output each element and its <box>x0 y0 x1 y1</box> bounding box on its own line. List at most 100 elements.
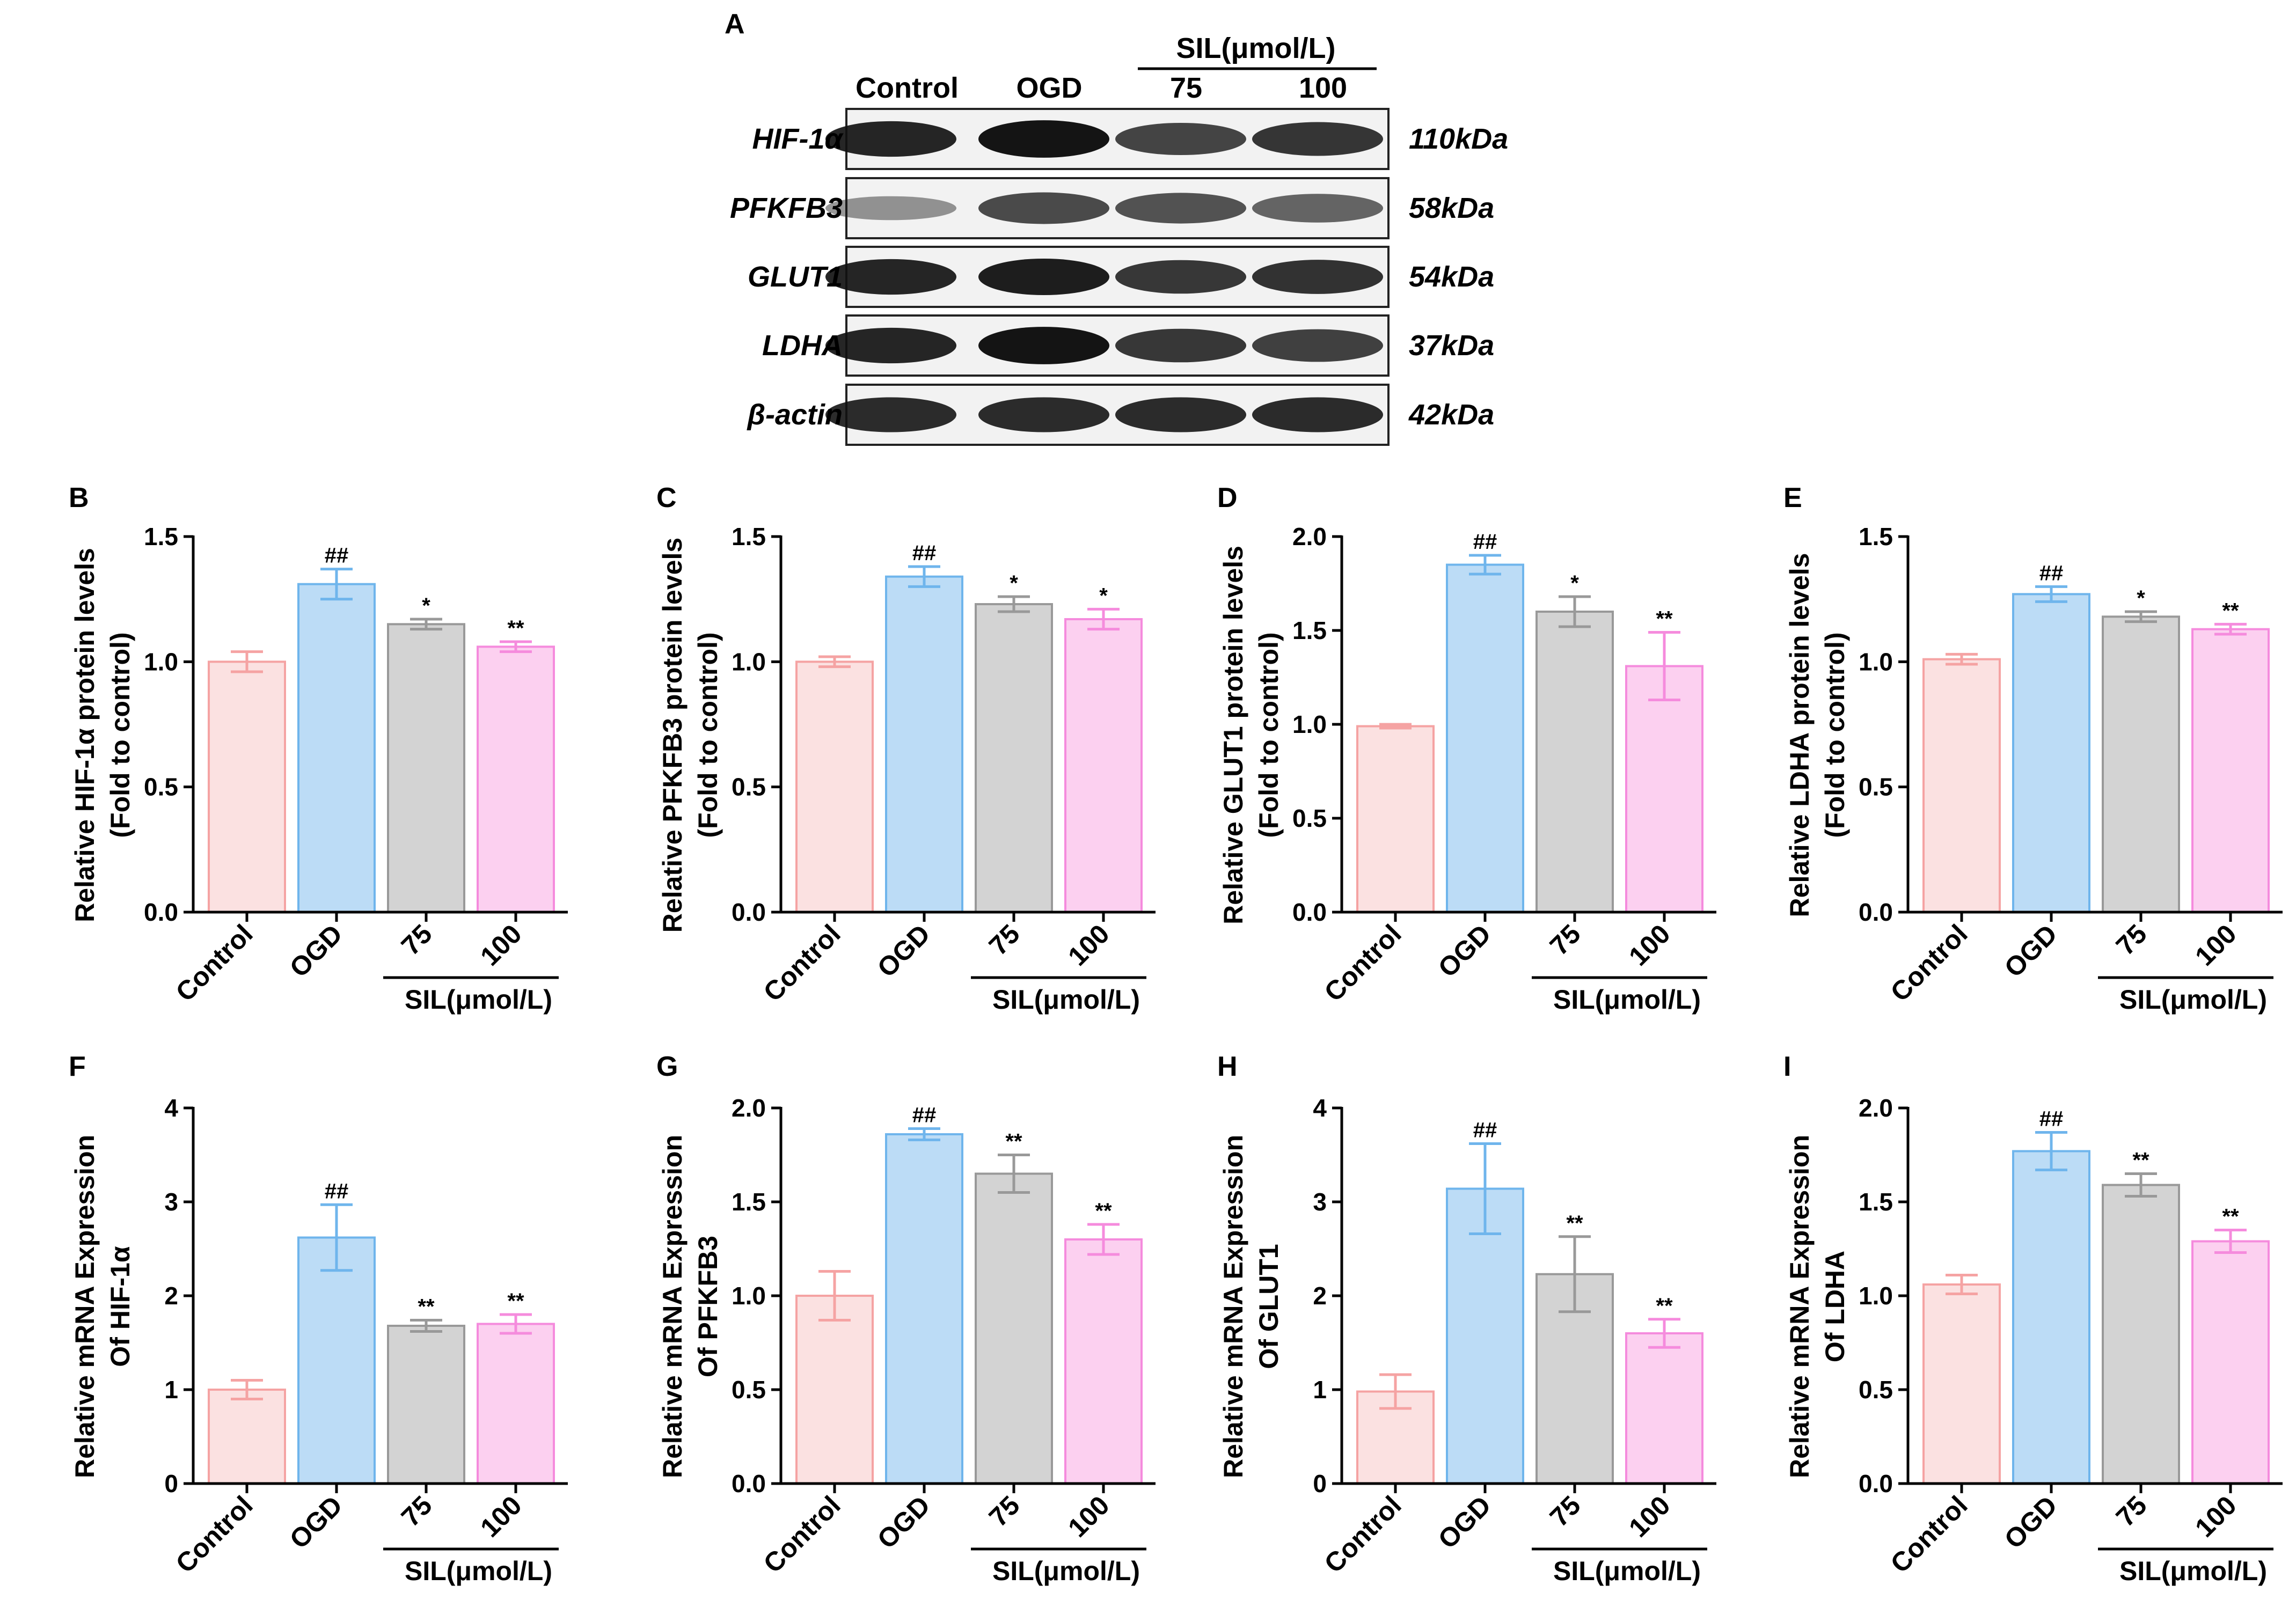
x-tick-label: OGD <box>284 919 348 983</box>
y-tick-label: 2.0 <box>1292 523 1327 550</box>
panel-letter: I <box>1783 1051 1791 1082</box>
y-axis-label: (Fold to control) <box>693 632 723 838</box>
significance-mark: ** <box>1566 1212 1583 1235</box>
blot-row: HIF-1α 110kDa <box>752 108 1508 170</box>
significance-mark: ** <box>2222 599 2239 622</box>
bar <box>1446 1187 1524 1485</box>
x-tick-label: OGD <box>872 1490 936 1554</box>
y-tick-label: 0.5 <box>1292 804 1327 832</box>
y-tick-label: 0.0 <box>1859 898 1893 926</box>
group-label: SIL(μmol/L) <box>405 985 552 1015</box>
significance-mark: * <box>2137 586 2145 610</box>
x-tick-label: Control <box>170 919 259 1007</box>
y-tick-label: 2.0 <box>1859 1094 1893 1122</box>
lane-group-header: SIL(μmol/L) <box>1176 32 1336 64</box>
x-tick-label: 100 <box>2189 1490 2242 1543</box>
significance-mark: ** <box>2222 1205 2239 1229</box>
bar <box>297 1236 376 1485</box>
chart-E: E 0.0 0.5 1.0 1.5 Relative LDHA protein level… <box>1783 482 2283 1015</box>
significance-mark: ## <box>2039 561 2064 585</box>
panel-letter: F <box>69 1051 86 1082</box>
protein-band <box>825 397 956 432</box>
protein-band <box>1115 328 1246 363</box>
protein-name: HIF-1α <box>752 123 844 155</box>
significance-mark: ** <box>507 1289 524 1313</box>
significance-mark: ** <box>1656 607 1673 631</box>
bar <box>477 1323 555 1485</box>
bar <box>885 575 963 913</box>
protein-band <box>825 259 956 295</box>
x-tick-label: 100 <box>1062 1490 1115 1543</box>
blot-row: PFKFB3 58kDa <box>730 177 1494 239</box>
bar <box>387 1325 465 1485</box>
panel-letter: H <box>1217 1051 1238 1082</box>
y-tick-label: 4 <box>164 1094 178 1122</box>
panel-letter: E <box>1783 482 1802 513</box>
y-tick-label: 4 <box>1313 1094 1327 1122</box>
y-axis-label: Relative mRNA Expression <box>657 1135 688 1478</box>
significance-mark: ## <box>1473 1119 1497 1142</box>
protein-band <box>825 121 956 157</box>
y-tick-label: 0 <box>1313 1470 1327 1497</box>
protein-band <box>1252 397 1383 432</box>
y-tick-label: 0.5 <box>1859 1376 1893 1404</box>
protein-name: LDHA <box>762 329 843 362</box>
x-tick-label: 100 <box>474 1490 528 1543</box>
y-tick-label: 1.0 <box>144 648 178 676</box>
y-tick-label: 1.0 <box>1292 710 1327 738</box>
group-label: SIL(μmol/L) <box>2119 985 2267 1015</box>
significance-mark: ## <box>912 541 937 565</box>
y-axis-label: Relative mRNA Expression <box>1785 1135 1815 1478</box>
group-label: SIL(μmol/L) <box>992 985 1140 1015</box>
y-tick-label: 1.5 <box>1859 1188 1893 1216</box>
y-axis-label: Relative LDHA protein levels <box>1785 553 1815 917</box>
bar <box>208 660 286 914</box>
bar <box>2191 1240 2270 1485</box>
chart-F: F 0 1 2 3 4 Relative mRNA Expression Of HIF-1α #… <box>69 1051 568 1586</box>
chart-I: I 0.0 0.5 1.0 1.5 2.0 Relative mRNA Expression… <box>1783 1051 2283 1586</box>
group-label: SIL(μmol/L) <box>1553 985 1701 1015</box>
blot-row: β-actin 42kDa <box>746 384 1494 446</box>
protein-band <box>1252 260 1383 294</box>
protein-size: 110kDa <box>1409 123 1508 155</box>
lane-label: 100 <box>1299 72 1347 104</box>
bar <box>795 660 874 914</box>
y-axis-label: Of PFKFB3 <box>693 1236 723 1377</box>
x-tick-label: 100 <box>1623 1490 1676 1543</box>
protein-band <box>1115 260 1246 294</box>
group-label: SIL(μmol/L) <box>992 1556 1140 1586</box>
x-tick-label: Control <box>758 1490 846 1579</box>
x-tick-label: 75 <box>1544 1490 1586 1532</box>
significance-mark: * <box>1570 571 1579 595</box>
protein-size: 42kDa <box>1408 399 1494 431</box>
y-tick-label: 0.5 <box>144 773 178 801</box>
y-tick-label: 3 <box>1313 1188 1327 1216</box>
y-tick-label: 0.0 <box>1859 1470 1893 1497</box>
protein-name: GLUT1 <box>748 261 843 293</box>
y-tick-label: 2 <box>1313 1282 1327 1310</box>
bar <box>1625 665 1703 913</box>
bar <box>795 1295 874 1485</box>
significance-mark: ** <box>2132 1149 2149 1172</box>
chart-B: B 0.0 0.5 1.0 1.5 Relative HIF-1α protein lev… <box>69 482 568 1015</box>
y-tick-label: 3 <box>164 1188 178 1216</box>
x-tick-label: 75 <box>2110 919 2153 961</box>
lane-label: OGD <box>1016 72 1082 104</box>
significance-mark: ## <box>1473 530 1497 554</box>
y-tick-label: 0.0 <box>732 1470 766 1497</box>
y-axis-label: (Fold to control) <box>1254 632 1284 838</box>
protein-band <box>978 120 1109 158</box>
bar <box>1625 1332 1703 1485</box>
significance-mark: ** <box>418 1295 435 1319</box>
significance-mark: ** <box>1095 1199 1112 1223</box>
bar <box>975 1172 1053 1485</box>
significance-mark: * <box>1099 584 1108 607</box>
y-tick-label: 1.0 <box>1859 1282 1893 1310</box>
significance-mark: ## <box>2039 1107 2064 1131</box>
protein-band <box>825 327 956 364</box>
group-label: SIL(μmol/L) <box>2119 1556 2267 1586</box>
y-tick-label: 0.0 <box>1292 898 1327 926</box>
western-blot-panel: A Control OGD 75 100 SIL(μmol/L) HIF-1α 110kDa P… <box>725 9 1508 446</box>
y-axis-label: Relative PFKFB3 protein levels <box>657 538 688 933</box>
